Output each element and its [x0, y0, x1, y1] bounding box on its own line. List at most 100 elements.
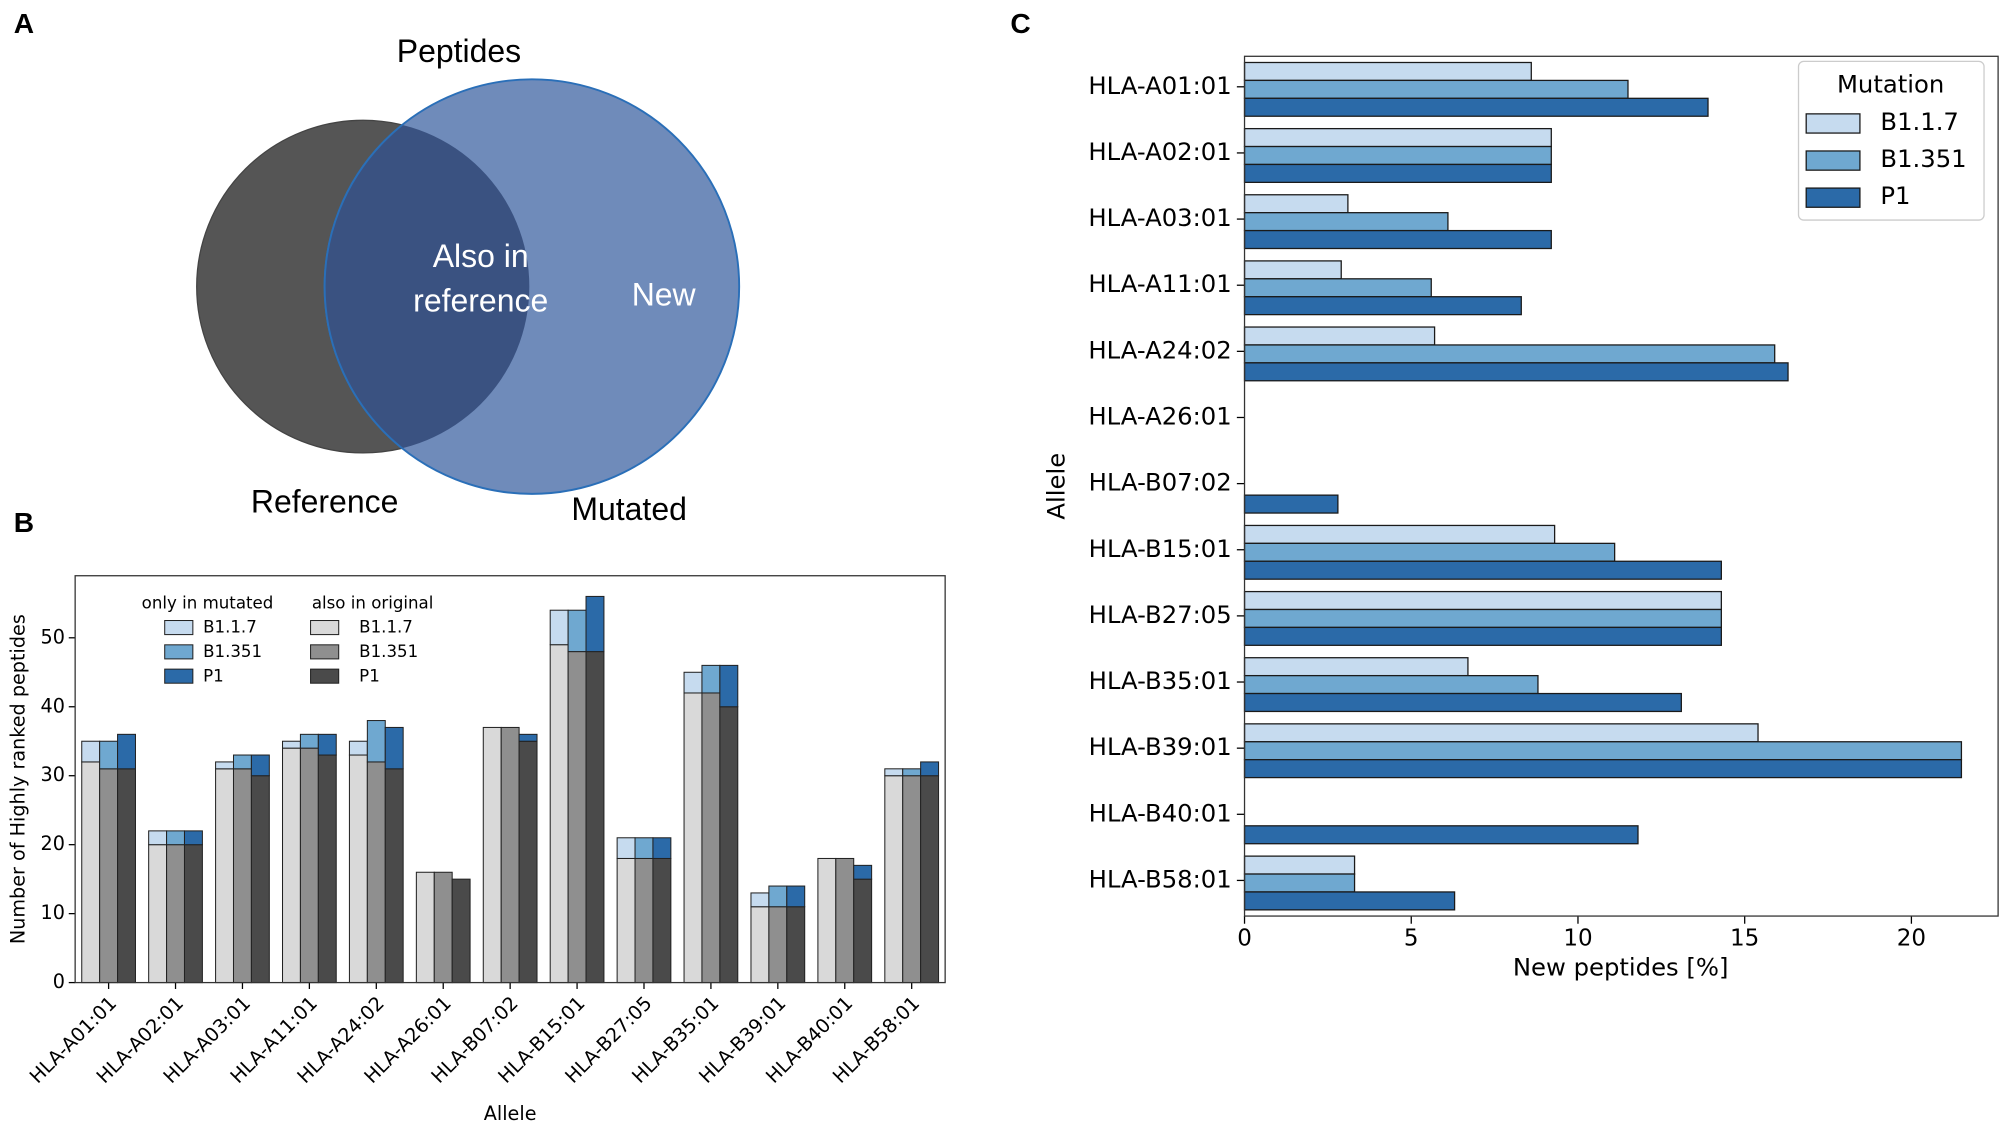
bar-mutated [299, 733, 319, 749]
y-tick-label: HLA-B35:01 [1089, 666, 1232, 695]
bar-original [768, 906, 788, 984]
bar-original [81, 761, 101, 984]
bar-mutated [549, 609, 569, 646]
bar [1243, 825, 1639, 845]
bar-mutated [250, 754, 270, 777]
bar [1243, 855, 1356, 875]
bar-mutated [786, 885, 806, 908]
bar [1243, 229, 1552, 250]
bar-mutated [750, 892, 770, 908]
y-tick-label: HLA-A03:01 [1088, 203, 1231, 232]
bar-original [616, 857, 636, 984]
bar-original [415, 871, 435, 984]
bar-mutated [518, 733, 538, 742]
bar-mutated [232, 754, 252, 770]
y-tick-label: HLA-A26:01 [1088, 401, 1231, 430]
legend-swatch [1805, 113, 1861, 134]
bar [1243, 692, 1682, 713]
bar [1243, 362, 1789, 382]
venn-diagram: Peptides Also in reference New Reference Muta… [196, 33, 741, 527]
bar-original [250, 775, 270, 984]
bar [1243, 97, 1709, 117]
bar-original [148, 844, 168, 984]
bar-mutated [652, 837, 672, 859]
legend-swatch [310, 668, 340, 684]
bar [1243, 194, 1349, 214]
reference-label: Reference [251, 484, 399, 520]
bar [1243, 590, 1722, 611]
bar [1243, 891, 1456, 911]
legend-box [1797, 60, 1985, 221]
x-tick-label: 5 [1404, 926, 1419, 952]
bar [1243, 61, 1532, 82]
axes-frame [74, 575, 946, 984]
bar-original [817, 857, 837, 984]
axes-frame [1243, 55, 1999, 917]
bar-mutated [117, 733, 136, 770]
legend-group-title: only in mutated [142, 593, 274, 612]
panel-label: A [14, 8, 34, 39]
legend-label: B1.351 [359, 642, 418, 661]
bar [1243, 542, 1616, 562]
bar-original [701, 692, 721, 984]
bar [1243, 873, 1356, 893]
bar [1243, 79, 1629, 99]
bar-original [433, 871, 453, 984]
bar-mutated [317, 733, 337, 756]
bar-original [920, 775, 940, 984]
bar-original [585, 651, 605, 984]
bar [1243, 657, 1469, 677]
intersection [323, 120, 530, 453]
bar-original [348, 754, 368, 984]
bar [1243, 524, 1556, 544]
bar-mutated [166, 830, 185, 846]
intersection-label: Also in [433, 238, 529, 274]
x-axis-label: Allele [484, 1102, 537, 1125]
bar-original [634, 857, 654, 984]
bar-mutated [567, 609, 587, 653]
bar-original [215, 768, 235, 984]
bar-mutated [384, 726, 404, 770]
bar-mutated [99, 740, 119, 770]
bar-mutated [616, 837, 636, 859]
bar-original [451, 878, 471, 984]
x-tick-label: 0 [1237, 926, 1252, 952]
bar [1243, 560, 1722, 580]
bar-mutated [585, 595, 605, 653]
legend-swatch [310, 644, 340, 660]
legend-swatch [1805, 187, 1861, 208]
bar [1243, 759, 1963, 779]
bar-original [317, 754, 337, 984]
y-tick-label: 50 [40, 625, 64, 648]
bar-original [567, 651, 587, 984]
y-tick-label: HLA-B39:01 [1089, 732, 1232, 761]
legend-label: P1 [359, 666, 380, 685]
bar [1243, 127, 1552, 148]
bar-mutated [719, 664, 739, 708]
y-tick-label: 30 [40, 763, 64, 786]
x-tick-label: 15 [1730, 926, 1759, 952]
bar-mutated [884, 768, 904, 777]
bar-original [786, 906, 806, 984]
bar-mutated [701, 664, 721, 694]
bar-original [482, 726, 502, 984]
bar [1243, 296, 1522, 316]
bar-mutated [634, 837, 654, 859]
bar-original [366, 761, 386, 984]
bar-mutated [81, 740, 101, 763]
bar [1243, 278, 1432, 298]
bar-original [232, 768, 252, 984]
legend-title: Mutation [1837, 70, 1944, 99]
y-tick-label: HLA-A11:01 [1088, 269, 1231, 298]
bar-mutated [920, 761, 940, 777]
legend-label: B1.351 [1880, 144, 1966, 173]
bar-mutated [183, 830, 203, 846]
y-tick-label: 0 [53, 970, 65, 993]
legend-swatch [310, 620, 340, 636]
legend-label: B1.1.7 [203, 618, 257, 637]
legend-label: P1 [1880, 181, 1910, 210]
bar-mutated [366, 720, 386, 763]
bar-mutated [902, 768, 922, 777]
bar [1243, 260, 1342, 280]
bar-original [299, 747, 319, 984]
